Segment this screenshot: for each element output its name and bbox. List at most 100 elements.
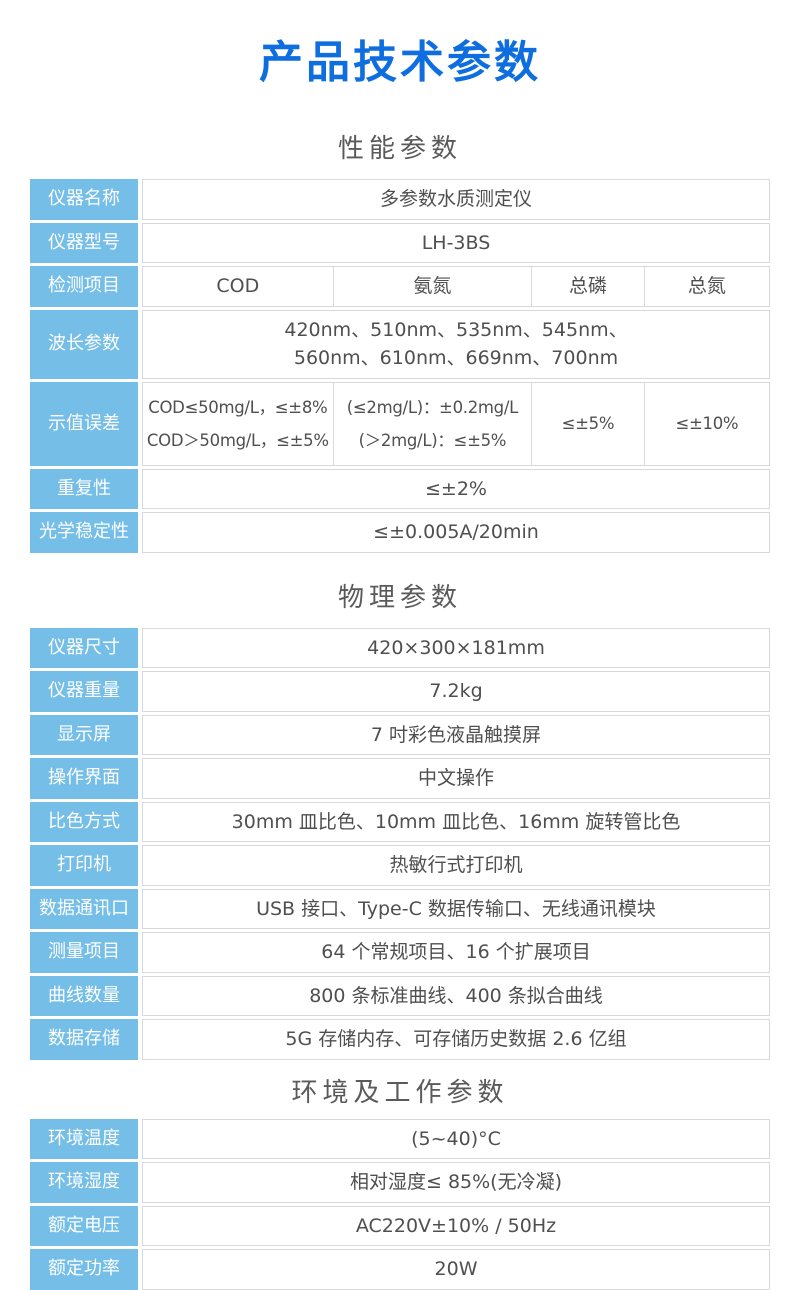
row-label: 操作界面 [30, 758, 138, 799]
table-cell: 5G 存储内存、可存储历史数据 2.6 亿组 [143, 1020, 769, 1059]
table-row: 仪器型号 LH-3BS [30, 222, 770, 263]
table-cell: LH-3BS [143, 224, 769, 263]
cell-text: 7 吋彩色液晶触摸屏 [370, 723, 542, 746]
table-cell: ≤±2% [143, 470, 769, 509]
row-label: 仪器型号 [30, 222, 138, 263]
row-cells: 7 吋彩色液晶触摸屏 [142, 714, 770, 755]
cell-text: ≤±5% [561, 414, 615, 433]
cell-text: 5G 存储内存、可存储历史数据 2.6 亿组 [285, 1028, 627, 1050]
row-label: 波长参数 [30, 309, 138, 379]
cell-text: ≤±10% [675, 414, 739, 433]
row-label: 检测项目 [30, 266, 138, 307]
row-cells: 800 条标准曲线、400 条拟合曲线 [142, 975, 770, 1016]
row-label: 比色方式 [30, 801, 138, 842]
row-label: 仪器重量 [30, 671, 138, 712]
table-row: 示值误差 COD≤50mg/L，≤±8% COD＞50mg/L，≤±5% (≤2mg/… [30, 381, 770, 466]
table-cell: AC220V±10% / 50Hz [143, 1207, 769, 1246]
row-cells: 热敏行式打印机 [142, 845, 770, 886]
cell-text: (≤2mg/L)：±0.2mg/L [346, 397, 519, 417]
spec-table: 仪器尺寸 420×300×181mm 仪器重量 7.2kg 显示屏 7 吋彩色液晶触摸屏操… [30, 627, 770, 1060]
table-cell: 中文操作 [143, 759, 769, 798]
row-label: 曲线数量 [30, 975, 138, 1016]
table-cell: (5~40)°C [143, 1120, 769, 1159]
cell-text: COD [216, 275, 260, 297]
table-row: 额定电压 AC220V±10% / 50Hz [30, 1205, 770, 1246]
cell-text: ≤±2% [425, 477, 487, 500]
table-cell: 30mm 皿比色、10mm 皿比色、16mm 旋转管比色 [143, 803, 769, 842]
cell-text: 氨氮 [413, 275, 452, 297]
row-label: 仪器名称 [30, 179, 138, 220]
section-heading: 物理参数 [337, 582, 462, 613]
table-cell: 总氮 [643, 267, 769, 306]
spec-table: 环境温度 (5~40)°C 环境湿度 相对湿度≤ 85%(无冷凝) 额定电压 AC220V… [30, 1118, 770, 1290]
table-row: 显示屏 7 吋彩色液晶触摸屏 [30, 714, 770, 755]
table-cell: 420nm、510nm、535nm、545nm、 560nm、610nm、669n… [143, 311, 769, 378]
cell-text: USB 接口、Type-C 数据传输口、无线通讯模块 [256, 897, 656, 920]
row-cells: ≤±2% [142, 468, 770, 509]
table-cell: 800 条标准曲线、400 条拟合曲线 [143, 977, 769, 1016]
row-cells: 相对湿度≤ 85%(无冷凝) [142, 1162, 770, 1203]
table-row: 测量项目 64 个常规项目、16 个扩展项目 [30, 932, 770, 973]
cell-text: ≤±0.005A/20min [373, 521, 539, 543]
row-cells: 多参数水质测定仪 [142, 179, 770, 220]
row-label: 打印机 [30, 845, 138, 886]
cell-text: COD＞50mg/L，≤±5% [146, 430, 329, 450]
table-row: 额定功率 20W [30, 1249, 770, 1290]
table-cell: COD≤50mg/L，≤±8% COD＞50mg/L，≤±5% [143, 383, 333, 465]
table-row: 仪器名称 多参数水质测定仪 [30, 179, 770, 220]
table-cell: 多参数水质测定仪 [143, 180, 769, 219]
row-cells: (5~40)°C [142, 1118, 770, 1159]
table-row: 比色方式 30mm 皿比色、10mm 皿比色、16mm 旋转管比色 [30, 801, 770, 842]
row-label: 光学稳定性 [30, 512, 138, 553]
table-row: 仪器重量 7.2kg [30, 671, 770, 712]
table-cell: 7.2kg [143, 672, 769, 711]
cell-text: 总氮 [687, 275, 726, 297]
row-cells: 64 个常规项目、16 个扩展项目 [142, 932, 770, 973]
table-cell: 64 个常规项目、16 个扩展项目 [143, 933, 769, 972]
row-cells: 5G 存储内存、可存储历史数据 2.6 亿组 [142, 1019, 770, 1060]
row-cells: 420×300×181mm [142, 627, 770, 668]
row-cells: 7.2kg [142, 671, 770, 712]
cell-text: 420×300×181mm [367, 636, 545, 659]
row-label: 数据通讯口 [30, 888, 138, 929]
table-cell: USB 接口、Type-C 数据传输口、无线通讯模块 [143, 890, 769, 929]
row-cells: COD≤50mg/L，≤±8% COD＞50mg/L，≤±5% (≤2mg/L)：±… [142, 381, 770, 466]
row-cells: ≤±0.005A/20min [142, 512, 770, 553]
section-heading: 环境及工作参数 [291, 1077, 509, 1108]
table-cell: 20W [143, 1250, 769, 1289]
section-heading: 性能参数 [337, 134, 462, 164]
table-cell: 420×300×181mm [143, 629, 769, 668]
row-cells: 中文操作 [142, 758, 770, 799]
cell-text: 总磷 [568, 275, 607, 297]
cell-text: 相对湿度≤ 85%(无冷凝) [349, 1171, 562, 1193]
row-cells: 20W [142, 1249, 770, 1290]
table-cell: 热敏行式打印机 [143, 846, 769, 885]
row-cells: USB 接口、Type-C 数据传输口、无线通讯模块 [142, 888, 770, 929]
row-cells: 420nm、510nm、535nm、545nm、 560nm、610nm、669n… [142, 309, 770, 379]
table-cell: 总磷 [531, 267, 644, 306]
table-row: 数据存储 5G 存储内存、可存储历史数据 2.6 亿组 [30, 1019, 770, 1060]
cell-text: 64 个常规项目、16 个扩展项目 [321, 941, 591, 963]
row-cells: AC220V±10% / 50Hz [142, 1205, 770, 1246]
cell-text: 560nm、610nm、669nm、700nm [293, 347, 619, 369]
row-label: 环境湿度 [30, 1162, 138, 1203]
row-label: 重复性 [30, 468, 138, 509]
cell-text: 420nm、510nm、535nm、545nm、 [284, 318, 628, 341]
spec-table: 仪器名称 多参数水质测定仪 仪器型号 LH-3BS 检测项目 COD 氨氮 总磷 总氮 波长参数 4… [30, 179, 770, 553]
row-cells: 30mm 皿比色、10mm 皿比色、16mm 旋转管比色 [142, 801, 770, 842]
cell-text: 30mm 皿比色、10mm 皿比色、16mm 旋转管比色 [231, 810, 681, 833]
table-cell: ≤±5% [531, 382, 644, 465]
cell-text: 多参数水质测定仪 [379, 188, 532, 210]
cell-text: 热敏行式打印机 [389, 854, 523, 876]
row-label: 额定功率 [30, 1249, 138, 1290]
cell-text: 800 条标准曲线、400 条拟合曲线 [309, 984, 603, 1007]
row-label: 示值误差 [30, 381, 138, 466]
table-row: 仪器尺寸 420×300×181mm [30, 627, 770, 668]
row-label: 显示屏 [30, 714, 138, 755]
table-row: 数据通讯口 USB 接口、Type-C 数据传输口、无线通讯模块 [30, 888, 770, 929]
table-row: 环境湿度 相对湿度≤ 85%(无冷凝) [30, 1162, 770, 1203]
table-row: 重复性 ≤±2% [30, 468, 770, 509]
row-label: 额定电压 [30, 1205, 138, 1246]
table-row: 打印机 热敏行式打印机 [30, 845, 770, 886]
